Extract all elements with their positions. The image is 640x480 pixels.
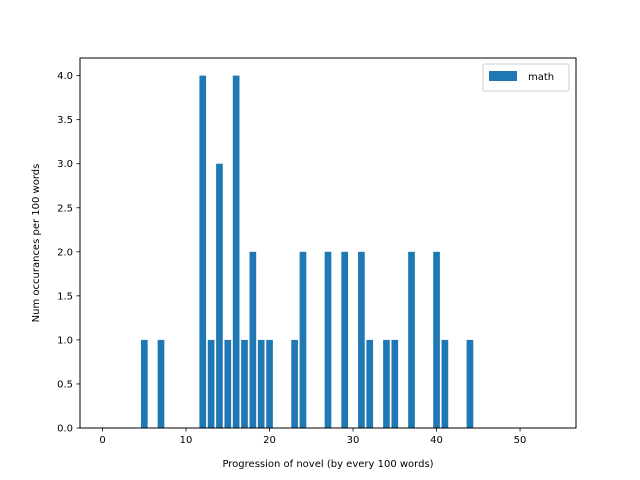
x-tick-label: 30 xyxy=(347,435,360,446)
legend: math xyxy=(482,63,570,92)
bar-23 xyxy=(291,339,298,428)
y-tick-label: 1.5 xyxy=(57,291,73,302)
y-tick-label: 1.0 xyxy=(57,335,73,346)
x-tick-label: 10 xyxy=(180,435,193,446)
y-axis-label: Num occurances per 100 words xyxy=(31,164,42,323)
bar-31 xyxy=(358,251,365,428)
bar-32 xyxy=(366,339,374,428)
x-ticks-group: 0 10 20 30 40 50 xyxy=(99,428,526,446)
bar-20 xyxy=(266,339,273,428)
legend-label: math xyxy=(528,72,554,83)
bar-16 xyxy=(232,75,240,429)
bar-19 xyxy=(257,339,265,428)
bar-13 xyxy=(207,339,215,428)
bar-44 xyxy=(466,339,474,428)
y-tick-label: 4.0 xyxy=(57,71,73,82)
y-tick-label: 0.5 xyxy=(57,379,73,390)
bar-7 xyxy=(157,339,165,428)
bar-15 xyxy=(224,339,232,428)
y-tick-label: 2.5 xyxy=(57,203,73,214)
x-tick-label: 20 xyxy=(263,435,276,446)
x-tick-label: 0 xyxy=(99,435,105,446)
bar-14 xyxy=(216,163,223,428)
bar-41 xyxy=(441,339,449,428)
bar-27 xyxy=(324,251,332,428)
y-tick-label: 0.0 xyxy=(57,424,73,435)
bars-group xyxy=(140,75,474,429)
x-axis-label: Progression of novel (by every 100 words… xyxy=(222,459,433,470)
bar-5 xyxy=(140,339,148,428)
legend-swatch xyxy=(489,71,517,81)
y-ticks-group: 0.0 0.5 1.0 1.5 2.0 2.5 3.0 3.5 4.0 xyxy=(57,71,80,435)
y-tick-label: 2.0 xyxy=(57,247,73,258)
bar-17 xyxy=(241,339,248,428)
x-tick-label: 40 xyxy=(430,435,443,446)
y-tick-label: 3.5 xyxy=(57,115,73,126)
bar-29 xyxy=(341,251,349,428)
plot-frame xyxy=(79,57,577,429)
y-tick-label: 3.0 xyxy=(57,159,73,170)
legend-box xyxy=(482,63,570,92)
bar-24 xyxy=(299,251,307,428)
bar-35 xyxy=(391,339,399,428)
bar-12 xyxy=(199,75,207,429)
x-tick-label: 50 xyxy=(514,435,527,446)
bar-34 xyxy=(383,339,390,428)
bar-18 xyxy=(249,251,257,428)
bar-37 xyxy=(408,251,415,428)
bar-40 xyxy=(433,251,440,428)
